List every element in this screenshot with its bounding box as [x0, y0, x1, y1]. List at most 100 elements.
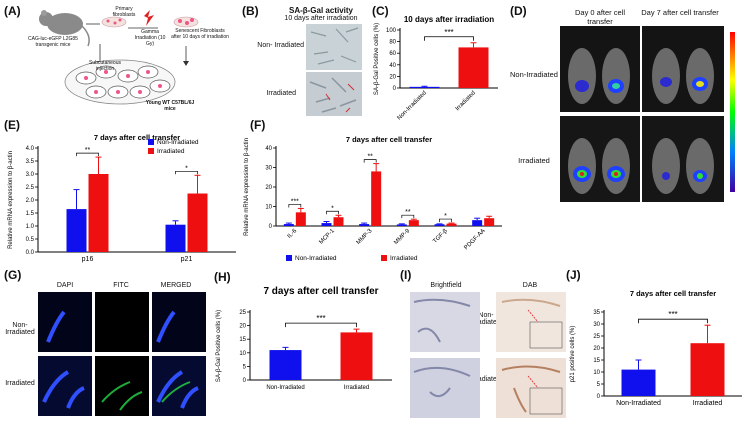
chart-f-title: 7 days after cell transfer — [346, 135, 432, 144]
chart-f-sig-label: * — [444, 213, 447, 220]
chart-e: 7 days after cell transfer Relative mRNA … — [4, 130, 240, 268]
panel-b: SA-β-Gal activity 10 days after irradiat… — [256, 6, 366, 116]
panel-label-a: (A) — [4, 4, 21, 18]
chart-e-legend-label: Non-Irradiated — [157, 139, 199, 146]
chart-f-ytick-label: 20 — [265, 185, 272, 191]
chart-f-bar — [472, 220, 483, 226]
chart-f-category: IL-6 — [287, 228, 299, 240]
chart-e-sig-bracket — [76, 152, 99, 157]
micrograph-nonirradiated — [306, 24, 362, 70]
chart-e-legend-label: Irradiated — [157, 148, 185, 155]
chart-h-ytick-label: 5 — [243, 364, 247, 370]
chart-f-bar — [359, 224, 370, 226]
chart-j-svg: 7 days after cell transfer p21 positive c… — [570, 289, 742, 407]
chart-f-sig-label: *** — [291, 198, 299, 205]
chart-e-ytick-label: 0.5 — [26, 237, 35, 243]
chart-e-sig-label: ** — [85, 147, 91, 154]
chart-f-bar — [446, 223, 457, 226]
chart-f-legend-label: Irradiated — [390, 255, 418, 262]
panel-b-row2: Irradiated — [266, 90, 296, 97]
chart-f-legend-swatch — [381, 255, 387, 261]
chart-j-bar — [621, 369, 656, 396]
chart-c-ytick-label: 40 — [389, 63, 396, 69]
panel-d-col1: Day 0 after cell transfer — [574, 8, 626, 26]
chart-c-bar — [458, 47, 489, 88]
panel-d-row2: Irradiated — [518, 156, 550, 165]
chart-c-ytick-label: 80 — [389, 40, 396, 46]
chart-f-sig-bracket — [326, 210, 339, 215]
panel-label-i: (I) — [400, 268, 412, 282]
chart-c-ytick-label: 20 — [389, 74, 396, 80]
panel-g-col3: MERGED — [160, 282, 192, 289]
chart-e-ylabel: Relative mRNA expression to β-actin — [8, 151, 14, 249]
panel-label-g: (G) — [4, 268, 22, 282]
chart-j-ytick-label: 0 — [597, 394, 601, 400]
chart-j-ytick-label: 30 — [593, 322, 600, 328]
panel-b-title: SA-β-Gal activity — [288, 6, 353, 15]
chart-j-category: Irradiated — [693, 400, 723, 407]
chart-f-sig-label: ** — [367, 154, 373, 161]
chart-f-category: MCP-1 — [318, 228, 336, 246]
chart-f-bar — [434, 224, 445, 226]
gamma-label: Gamma Irradiation (10 Gy) — [134, 29, 166, 47]
chart-j-ytick-label: 35 — [593, 310, 600, 316]
chart-j-ytick-label: 10 — [593, 370, 600, 376]
recipient-label: Young WT C57BL/6J mice — [145, 100, 195, 112]
chart-c-svg: 10 days after irradiation SA-β-Gal Positi… — [374, 15, 498, 122]
panel-i-col2: DAB — [522, 282, 538, 289]
chart-j-bar — [690, 343, 725, 396]
chart-e-ytick-label: 2.5 — [26, 185, 35, 191]
chart-h-bar — [269, 350, 302, 380]
panel-a-schematic: CAG-luc-eGFP L2G85 transgenic mice Prima… — [20, 6, 235, 112]
chart-e-ytick-label: 1.5 — [26, 211, 35, 217]
panel-g: DAPI FITC MERGED Non-Irradiated Irradiat… — [4, 282, 210, 420]
chart-h-ytick-label: 10 — [239, 351, 246, 357]
chart-f-ytick-label: 30 — [265, 166, 272, 172]
chart-j-sig-bracket — [638, 318, 708, 324]
primary-fibroblasts-label: Primary fibroblasts — [112, 6, 136, 18]
panel-label-d: (D) — [510, 4, 527, 18]
panel-g-col2: FITC — [113, 282, 129, 289]
panel-label-h: (H) — [214, 270, 231, 284]
chart-c-category: Irradiated — [455, 90, 477, 112]
chart-f-bar — [396, 224, 407, 226]
senescent-dish-icon — [173, 16, 199, 28]
chart-f-bar — [371, 171, 382, 226]
chart-e-bar — [187, 193, 208, 252]
chart-e-legend-swatch — [148, 148, 154, 154]
chart-c-sig-bracket — [424, 36, 474, 41]
chart-e-ytick-label: 3.5 — [26, 159, 35, 165]
donor-mouse-icon — [39, 10, 90, 47]
panel-label-c: (C) — [372, 4, 389, 18]
panel-g-row1: Non-Irradiated — [5, 322, 35, 336]
panel-label-f: (F) — [250, 118, 266, 132]
chart-e-ytick-label: 1.0 — [26, 224, 35, 230]
chart-h-ylabel: SA-β-Gal Positive cells (%) — [216, 310, 222, 382]
schematic-diagram — [39, 10, 199, 105]
chart-j-title: 7 days after cell transfer — [630, 289, 716, 298]
chart-f-sig-bracket — [288, 204, 302, 208]
chart-e-ytick-label: 2.0 — [26, 198, 35, 204]
chart-j: 7 days after cell transfer p21 positive c… — [566, 278, 746, 420]
chart-c-ylabel: SA-β-Gal Positive cells (%) — [374, 23, 380, 95]
injection-label: Subcutaneous injection — [89, 60, 121, 72]
chart-e-ytick-label: 3.0 — [26, 172, 35, 178]
chart-h-ytick-label: 20 — [239, 324, 246, 330]
chart-e-title: 7 days after cell transfer — [94, 133, 180, 142]
chart-e-legend-swatch — [148, 139, 154, 145]
chart-h-sig-bracket — [285, 322, 357, 328]
chart-e-ytick-label: 0.0 — [26, 250, 35, 256]
chart-e-category: p21 — [181, 256, 193, 263]
ivis-images — [560, 26, 724, 202]
chart-c-category: Non-Irradiated — [397, 90, 428, 120]
chart-f-sig-label: * — [331, 205, 334, 212]
chart-f-legend-swatch — [286, 255, 292, 261]
chart-f-bar — [283, 224, 294, 226]
panel-i-col1: Brightfield — [430, 282, 462, 289]
panel-b-subtitle: 10 days after irradiation — [284, 15, 358, 22]
chart-e-bar — [66, 209, 87, 252]
micrograph-irradiated — [306, 72, 362, 116]
luminescence-colorbar — [730, 32, 735, 192]
chart-h-bar — [340, 332, 373, 380]
panel-g-row2: Irradiated — [5, 380, 35, 387]
